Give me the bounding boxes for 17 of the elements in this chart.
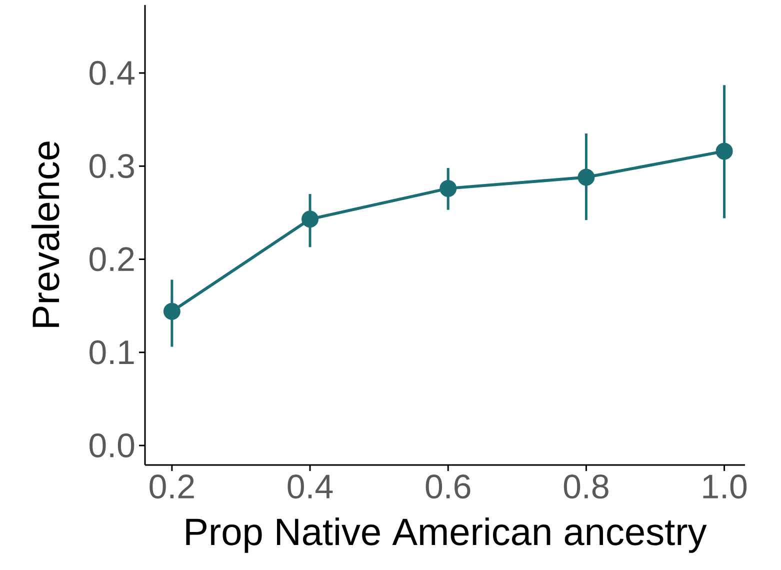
point: [163, 302, 180, 320]
y-axis-title: Prevalence: [31, 142, 60, 327]
y-tick-label: 0.1: [90, 340, 134, 364]
x-tick-label: 0.2: [150, 474, 194, 499]
x-tick-label: 0.6: [426, 474, 470, 499]
point: [716, 142, 733, 160]
point: [578, 168, 595, 186]
x-tick-label: 1.0: [703, 474, 747, 499]
y-tick-label: 0.4: [90, 60, 134, 86]
y-tick-label: 0.0: [90, 433, 134, 458]
x-tick-label: 0.8: [564, 474, 608, 499]
x-tick-label: 0.4: [288, 474, 333, 499]
point: [440, 180, 457, 197]
y-tick-label: 0.2: [90, 247, 134, 272]
x-axis-title: Prop Native American ancestry: [186, 517, 707, 553]
y-tick-label: 0.3: [90, 154, 134, 178]
point: [302, 210, 319, 228]
